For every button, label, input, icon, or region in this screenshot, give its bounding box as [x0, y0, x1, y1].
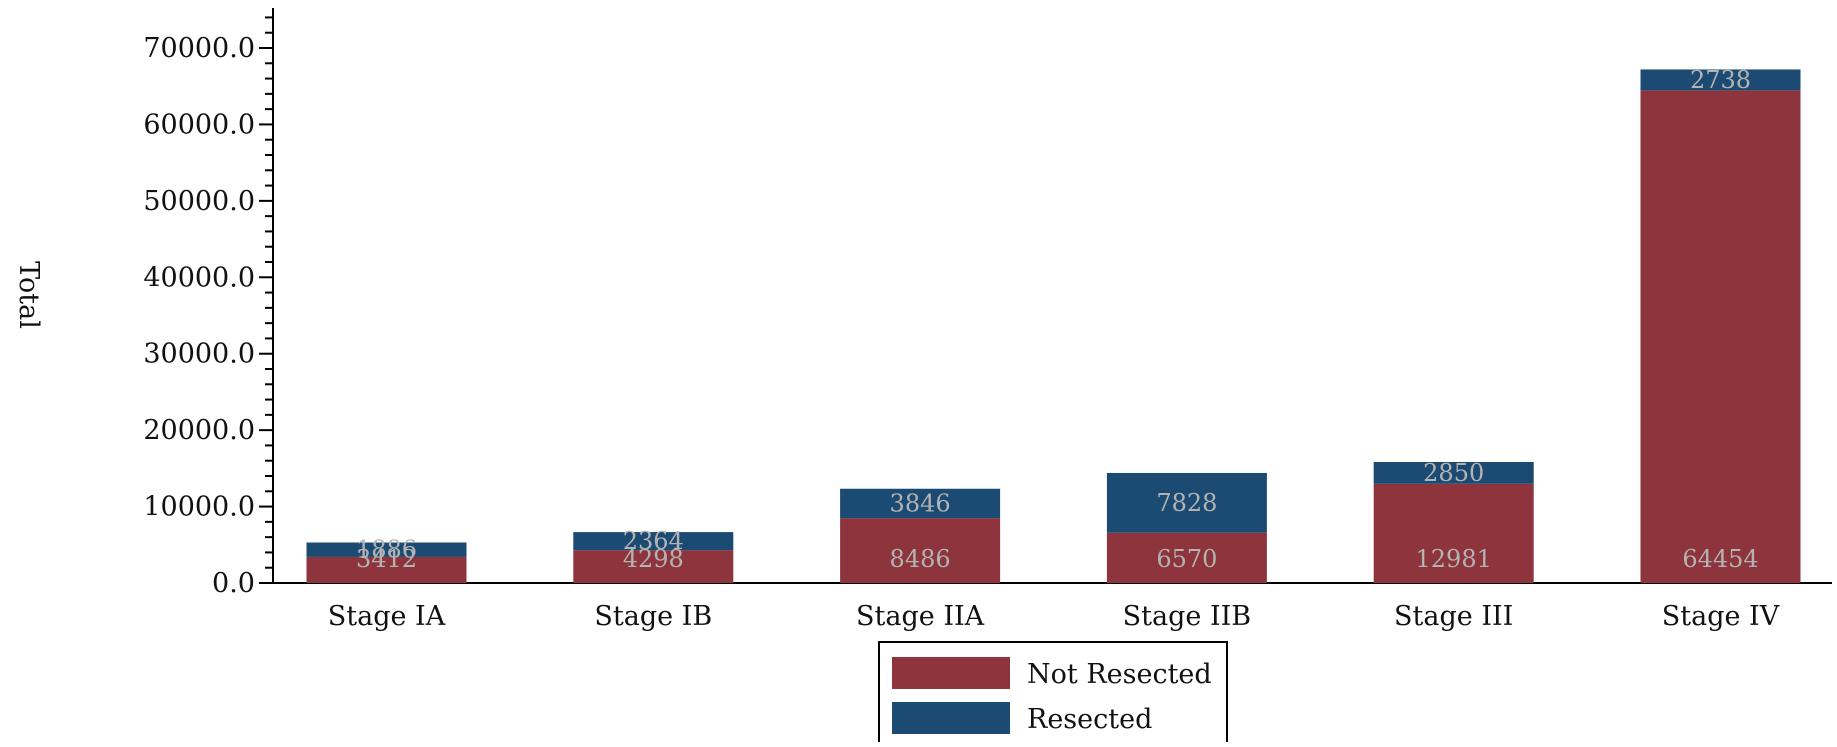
data-label: 8486 — [890, 545, 951, 573]
bar-resected — [1373, 462, 1534, 484]
y-tick-label: 10000.0 — [143, 492, 255, 523]
bar-not-resected — [840, 518, 1001, 583]
legend-swatch — [892, 702, 1010, 734]
legend-label: Resected — [1027, 704, 1152, 735]
bar-resected — [1640, 69, 1801, 91]
bar-resected — [573, 532, 734, 551]
y-axis: 0.0 10000.0 20000.0 30000.0 40000.0 50000.0 60… — [143, 8, 274, 599]
y-tick-label: 50000.0 — [143, 186, 255, 217]
data-label: 4298 — [623, 545, 684, 573]
data-label: 64454 — [1682, 545, 1758, 573]
data-label: 3412 — [356, 545, 417, 573]
bar-resected — [1106, 472, 1267, 533]
x-tick-label: Stage IV — [1662, 601, 1780, 632]
bar-not-resected — [1106, 532, 1267, 583]
bar-not-resected — [306, 556, 467, 583]
data-label: 7828 — [1156, 489, 1217, 517]
bars — [306, 69, 1801, 584]
y-axis-label: Total — [13, 261, 44, 329]
x-tick-label: Stage III — [1394, 601, 1513, 632]
x-tick-label: Stage IB — [594, 601, 712, 632]
legend-label: Not Resected — [1027, 659, 1212, 690]
bar-resected — [306, 542, 467, 557]
data-label: 2738 — [1690, 66, 1751, 94]
data-label: 2850 — [1423, 459, 1484, 487]
bar-not-resected — [1640, 90, 1801, 584]
data-label: 12981 — [1416, 545, 1492, 573]
x-tick-label: Stage IIA — [856, 601, 985, 632]
x-axis: Stage IA Stage IB Stage IIA Stage IIB Stage … — [273, 582, 1832, 632]
data-label: 1886 — [356, 536, 417, 564]
y-tick-label: 60000.0 — [143, 109, 255, 140]
y-tick-label: 20000.0 — [143, 415, 255, 446]
legend: Not Resected Resected — [878, 641, 1228, 747]
y-tick-label: 30000.0 — [143, 339, 255, 370]
data-label: 3846 — [890, 489, 951, 517]
y-tick-label: 0.0 — [212, 568, 255, 599]
y-tick-label: 70000.0 — [143, 33, 255, 64]
bar-resected — [840, 488, 1001, 519]
legend-swatch — [892, 657, 1010, 689]
data-label: 6570 — [1156, 545, 1217, 573]
bar-not-resected — [573, 550, 734, 583]
x-tick-label: Stage IIB — [1123, 601, 1251, 632]
x-tick-label: Stage IA — [328, 601, 446, 632]
data-label: 2364 — [623, 527, 684, 555]
bar-not-resected — [1373, 483, 1534, 583]
y-tick-label: 40000.0 — [143, 262, 255, 293]
